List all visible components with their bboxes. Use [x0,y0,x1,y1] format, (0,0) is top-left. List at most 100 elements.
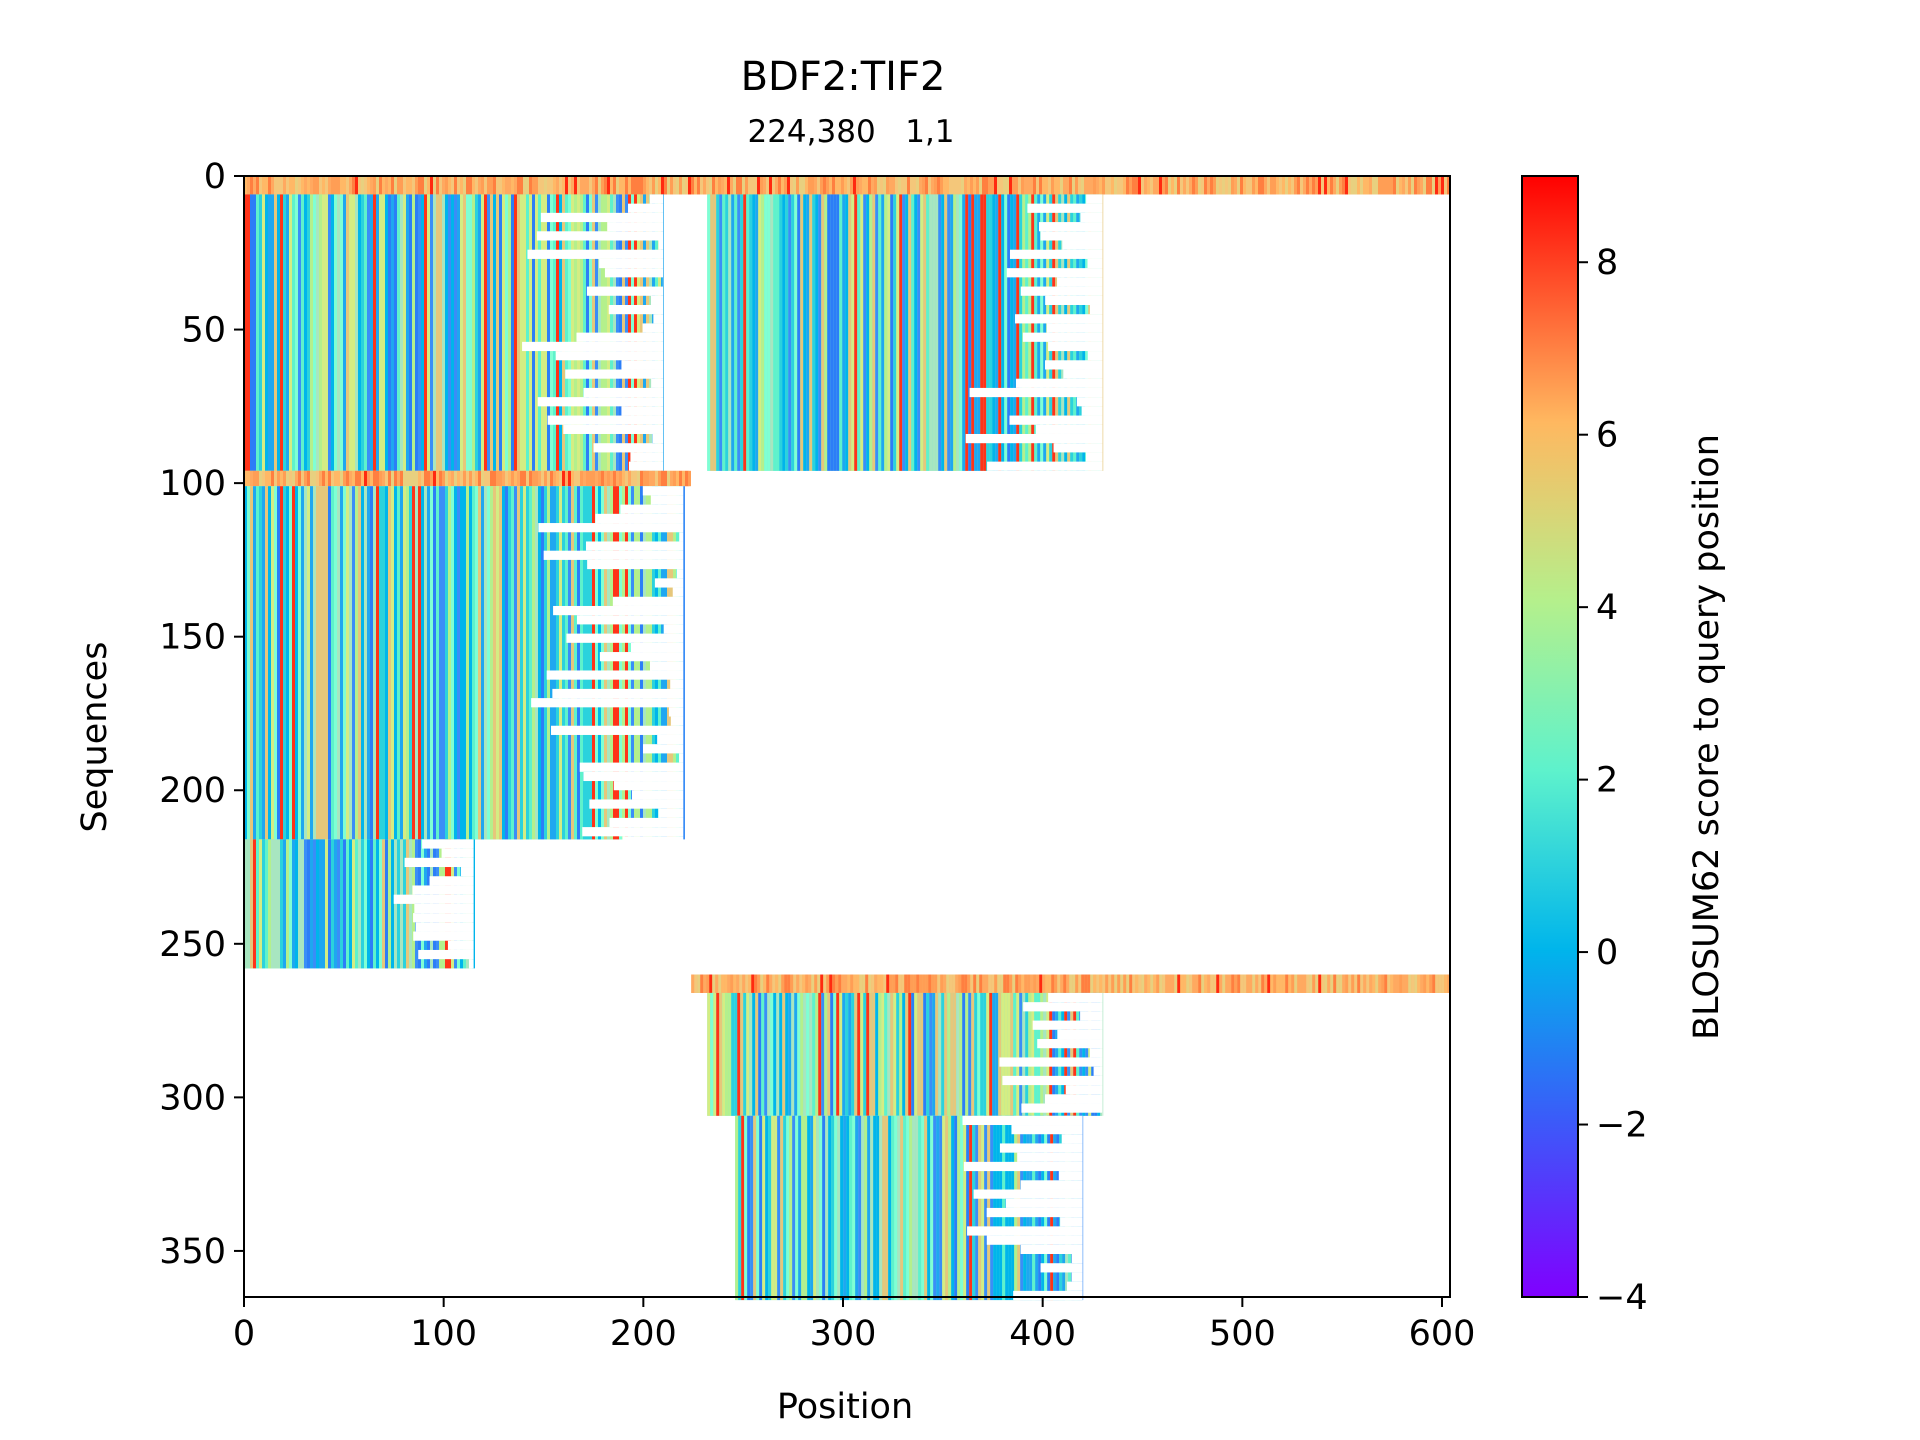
position-stripe [822,1115,826,1301]
position-stripe [544,176,547,195]
position-stripe [355,176,358,195]
position-stripe [793,176,796,195]
position-stripe [652,470,655,487]
position-stripe [307,470,310,487]
gap-segment [1087,258,1103,269]
position-stripe [556,176,559,195]
position-stripe [977,992,981,1116]
x-tick-label: 300 [810,1314,877,1354]
position-stripe [385,486,388,840]
position-stripe [1285,974,1289,993]
position-stripe [415,176,418,195]
position-stripe [914,194,918,471]
position-stripe [685,470,688,487]
position-stripe [442,194,445,471]
position-stripe [376,486,379,840]
position-stripe [1025,992,1029,1116]
position-stripe [1300,176,1303,195]
position-stripe [595,176,598,195]
position-stripe [764,992,768,1116]
position-stripe [382,176,385,195]
chart-title: BDF2:TIF2 [741,54,946,100]
position-stripe [421,470,424,487]
position-stripe [547,470,550,487]
position-stripe [463,470,466,487]
position-stripe [553,176,556,195]
position-stripe [364,470,367,487]
position-stripe [818,194,822,471]
position-stripe [827,992,831,1116]
gap-segment [537,397,664,407]
position-stripe [892,974,896,993]
position-stripe [1318,176,1321,195]
position-stripe [954,1115,958,1301]
gap-segment [642,323,664,333]
position-stripe [926,194,930,471]
position-stripe [1108,974,1112,993]
position-stripe [340,194,343,471]
position-stripe [1078,974,1082,993]
position-stripe [322,176,325,195]
position-stripe [466,470,469,487]
gap-segment [668,707,684,717]
position-stripe [484,176,487,195]
position-stripe [322,470,325,487]
position-stripe [1246,974,1250,993]
position-stripe [1330,974,1334,993]
position-stripe [1123,176,1126,195]
position-stripe [271,486,274,840]
position-stripe [1168,974,1172,993]
position-stripe [1156,176,1159,195]
position-stripe [1321,176,1324,195]
position-stripe [820,974,824,993]
position-stripe [490,470,493,487]
position-stripe [352,194,355,471]
gap-segment [546,670,684,680]
position-stripe [808,176,811,195]
position-stripe [974,992,978,1116]
position-stripe [742,974,746,993]
position-stripe [1063,176,1066,195]
position-stripe [925,974,929,993]
position-stripe [343,486,346,840]
gap-segment [413,931,474,941]
position-stripe [640,470,643,487]
position-stripe [778,974,782,993]
position-stripe [1013,194,1017,471]
position-stripe [1321,974,1325,993]
position-stripe [1003,974,1007,993]
position-stripe [493,486,496,840]
position-stripe [955,974,959,993]
position-stripe [1054,176,1057,195]
position-stripe [256,194,259,471]
position-stripe [253,839,256,969]
position-stripe [839,992,843,1116]
position-stripe [772,176,775,195]
position-stripe [328,194,331,471]
position-stripe [550,176,553,195]
position-stripe [520,470,523,487]
gap-segment [1040,1263,1083,1273]
position-stripe [373,470,376,487]
position-stripe [763,974,767,993]
position-stripe [850,176,853,195]
position-stripe [884,194,888,471]
position-stripe [920,992,924,1116]
position-stripe [1006,974,1010,993]
position-stripe [1088,992,1092,1116]
position-stripe [277,194,280,471]
position-stripe [923,992,927,1116]
position-stripe [1066,974,1070,993]
position-stripe [466,176,469,195]
position-stripe [1258,176,1261,195]
position-stripe [565,194,568,471]
position-stripe [839,194,843,471]
position-stripe [259,194,262,471]
position-stripe [1288,176,1291,195]
position-stripe [880,974,884,993]
position-stripe [774,1115,778,1301]
position-stripe [1285,176,1288,195]
position-stripe [589,176,592,195]
position-stripe [868,176,871,195]
position-stripe [598,176,601,195]
